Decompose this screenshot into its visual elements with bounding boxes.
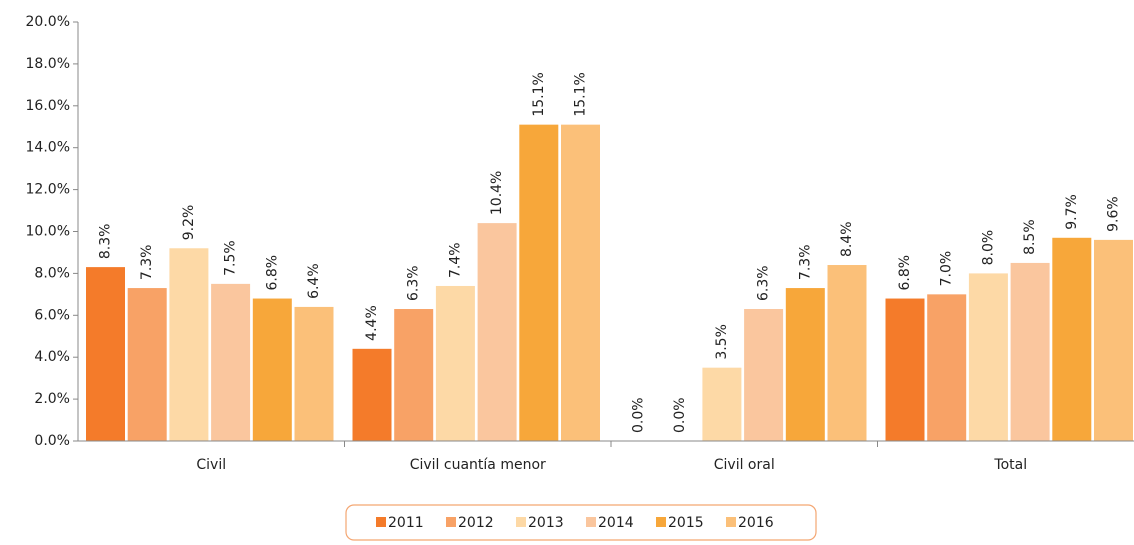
y-tick-label: 2.0% bbox=[34, 391, 70, 407]
value-label: 7.4% bbox=[447, 242, 463, 278]
legend-swatch bbox=[656, 517, 666, 527]
legend-swatch bbox=[586, 517, 596, 527]
value-label: 7.3% bbox=[797, 244, 813, 280]
value-label: 6.8% bbox=[897, 255, 913, 291]
value-label: 6.4% bbox=[306, 263, 322, 299]
value-label: 8.0% bbox=[980, 230, 996, 266]
bar bbox=[968, 273, 1008, 441]
y-tick-label: 16.0% bbox=[26, 98, 70, 114]
bar bbox=[785, 288, 825, 441]
x-tick-label: Civil cuantía menor bbox=[410, 457, 546, 473]
value-label: 0.0% bbox=[672, 397, 688, 433]
bar bbox=[1010, 262, 1050, 441]
value-label: 9.6% bbox=[1106, 196, 1122, 232]
value-label: 15.1% bbox=[573, 72, 589, 116]
legend-label: 2014 bbox=[598, 515, 634, 531]
bar bbox=[211, 283, 251, 441]
bar bbox=[827, 265, 867, 441]
value-label: 8.3% bbox=[98, 224, 114, 260]
y-tick-label: 0.0% bbox=[34, 433, 70, 449]
legend-label: 2013 bbox=[528, 515, 564, 531]
value-label: 15.1% bbox=[531, 72, 547, 116]
bar bbox=[885, 298, 925, 441]
bar bbox=[744, 309, 784, 441]
bar bbox=[1094, 239, 1133, 441]
value-label: 8.4% bbox=[839, 221, 855, 257]
y-tick-label: 20.0% bbox=[26, 14, 70, 30]
bar bbox=[252, 298, 292, 441]
value-label: 3.5% bbox=[714, 324, 730, 360]
value-label: 10.4% bbox=[489, 171, 505, 215]
legend-label: 2012 bbox=[458, 515, 494, 531]
bar bbox=[561, 124, 600, 441]
y-tick-label: 4.0% bbox=[34, 349, 70, 365]
bar bbox=[294, 306, 334, 441]
legend-swatch bbox=[376, 517, 386, 527]
y-tick-label: 12.0% bbox=[26, 182, 70, 198]
legend-box bbox=[345, 504, 817, 541]
y-tick-label: 8.0% bbox=[34, 265, 70, 281]
y-tick-label: 10.0% bbox=[26, 224, 70, 240]
value-label: 8.5% bbox=[1022, 219, 1038, 255]
y-tick-label: 14.0% bbox=[26, 140, 70, 156]
value-label: 6.3% bbox=[756, 265, 772, 301]
value-label: 6.3% bbox=[406, 265, 422, 301]
bar bbox=[394, 309, 434, 441]
bar bbox=[127, 288, 167, 441]
bar bbox=[477, 223, 517, 441]
legend-swatch bbox=[516, 517, 526, 527]
bar bbox=[86, 267, 125, 441]
bar bbox=[519, 124, 559, 441]
bar bbox=[352, 348, 392, 441]
value-label: 7.0% bbox=[939, 251, 955, 287]
y-tick-label: 18.0% bbox=[26, 56, 70, 72]
bar bbox=[1052, 237, 1092, 441]
x-tick-label: Civil oral bbox=[714, 457, 775, 473]
legend-label: 2011 bbox=[388, 515, 424, 531]
legend-label: 2015 bbox=[668, 515, 704, 531]
x-tick-label: Civil bbox=[196, 457, 226, 473]
value-label: 9.2% bbox=[181, 205, 197, 241]
value-label: 6.8% bbox=[264, 255, 280, 291]
value-label: 7.5% bbox=[223, 240, 239, 276]
y-tick-label: 6.0% bbox=[34, 307, 70, 323]
value-label: 4.4% bbox=[364, 305, 380, 341]
bar bbox=[169, 248, 209, 441]
x-tick-label: Total bbox=[993, 457, 1027, 473]
legend-swatch bbox=[446, 517, 456, 527]
value-label: 0.0% bbox=[631, 397, 647, 433]
bar bbox=[702, 367, 742, 441]
value-label: 9.7% bbox=[1064, 194, 1080, 230]
legend-swatch bbox=[726, 517, 736, 527]
bar bbox=[435, 285, 475, 441]
value-label: 7.3% bbox=[139, 244, 155, 280]
bar bbox=[927, 294, 967, 441]
legend-label: 2016 bbox=[738, 515, 774, 531]
